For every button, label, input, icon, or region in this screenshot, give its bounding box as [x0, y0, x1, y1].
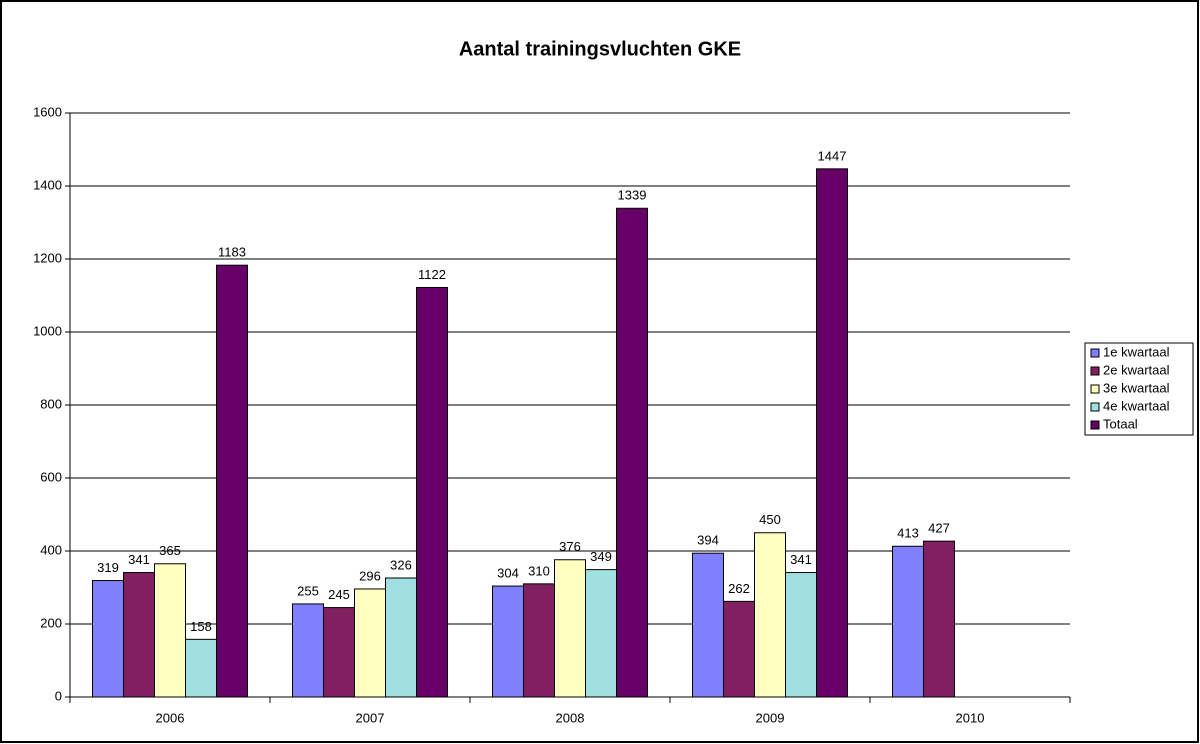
bar [692, 552, 724, 698]
bar [323, 607, 355, 698]
bar [816, 168, 848, 698]
data-label: 310 [528, 563, 550, 578]
data-label: 349 [590, 549, 612, 564]
data-label: 341 [790, 552, 812, 567]
x-tick-label: 2010 [956, 710, 985, 725]
x-tick-label: 2007 [356, 710, 385, 725]
y-tick-label: 1600 [33, 104, 62, 119]
bar [923, 540, 955, 698]
legend-label: 2e kwartaal [1103, 362, 1170, 377]
data-label: 1183 [218, 245, 246, 260]
data-label: 319 [97, 560, 119, 575]
bar [892, 545, 924, 698]
bar [385, 577, 417, 698]
data-label: 158 [190, 619, 212, 634]
data-label: 304 [497, 565, 519, 580]
legend-label: 3e kwartaal [1103, 380, 1170, 395]
data-label: 427 [928, 521, 950, 536]
bar [354, 588, 386, 698]
chart-title: Aantal trainingsvluchten GKE [459, 38, 741, 60]
y-tick-label: 400 [40, 542, 62, 557]
data-label: 376 [559, 539, 581, 554]
bar [154, 563, 186, 698]
x-tick-label: 2009 [756, 710, 785, 725]
bar [754, 532, 786, 698]
data-label: 255 [297, 583, 319, 598]
legend-label: 1e kwartaal [1103, 344, 1170, 359]
data-label: 1339 [618, 188, 647, 203]
bar [216, 264, 248, 698]
y-tick-label: 200 [40, 615, 62, 630]
bar [523, 583, 555, 698]
legend-swatch [1090, 348, 1100, 358]
bar [616, 207, 648, 698]
data-label: 450 [759, 512, 781, 527]
bar [92, 580, 124, 698]
y-tick-label: 800 [40, 396, 62, 411]
data-label: 1122 [418, 267, 446, 282]
data-label: 341 [128, 552, 150, 567]
legend-swatch [1090, 420, 1100, 430]
x-tick-label: 2006 [156, 710, 185, 725]
bar [585, 569, 617, 698]
legend-swatch [1090, 384, 1100, 394]
bar [185, 638, 217, 698]
bar [123, 572, 155, 698]
bar [554, 559, 586, 698]
bar [416, 286, 448, 698]
data-label: 245 [328, 587, 350, 602]
bar [492, 585, 524, 698]
bar [292, 603, 324, 698]
y-tick-label: 1000 [33, 323, 62, 338]
y-tick-label: 600 [40, 469, 62, 484]
legend-swatch [1090, 366, 1100, 376]
x-tick-label: 2008 [556, 710, 585, 725]
data-label: 394 [697, 533, 719, 548]
data-label: 262 [728, 581, 750, 596]
legend-box [1084, 342, 1194, 436]
legend-swatch [1090, 402, 1100, 412]
data-label: 365 [159, 543, 181, 558]
data-label: 296 [359, 568, 381, 583]
y-tick-label: 1400 [33, 177, 62, 192]
legend-label: 4e kwartaal [1103, 398, 1170, 413]
y-tick-label: 1200 [33, 250, 62, 265]
bar [723, 600, 755, 698]
data-label: 1447 [818, 148, 847, 163]
data-label: 326 [390, 557, 412, 572]
y-tick-label: 0 [55, 688, 62, 703]
bar [785, 572, 817, 698]
legend-label: Totaal [1103, 416, 1138, 431]
data-label: 413 [897, 526, 919, 541]
